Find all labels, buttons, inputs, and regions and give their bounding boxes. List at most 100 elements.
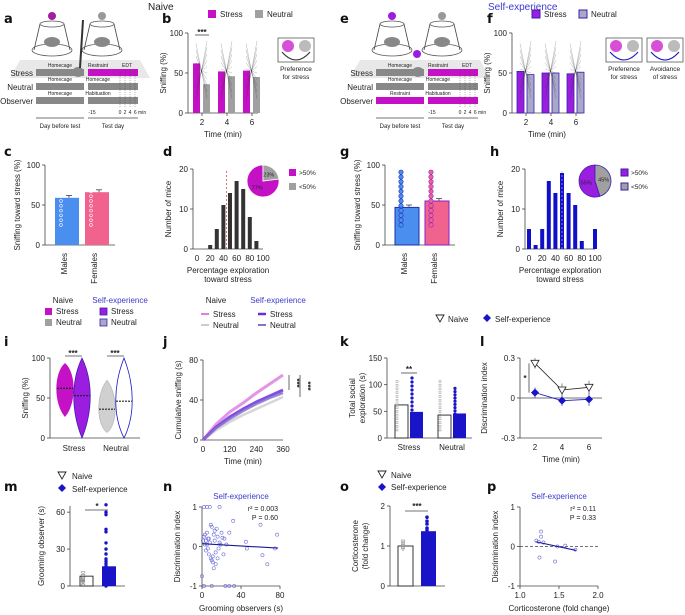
- panel-f-xtick-label: 4: [549, 118, 554, 127]
- panel-k-naive-point: [438, 413, 442, 417]
- panel-e-neutral-cage-cage-side: [453, 23, 461, 51]
- panel-a-neutral-cage-mouse-icon: [98, 12, 106, 20]
- panel-m-self-point: [104, 567, 108, 571]
- panel-k-naive-point: [395, 410, 399, 413]
- panel-l-ytick-label: 0.3: [504, 354, 516, 363]
- panel-g-ytick-label: 100: [367, 161, 381, 170]
- panel-h-ytick-label: 20: [511, 165, 520, 174]
- panel-i-legend-naive-stress: Stress: [56, 307, 79, 316]
- panel-b-individual-line: [245, 43, 258, 99]
- panel-i-ytick-label: 0: [41, 434, 46, 443]
- panel-d-pie-legend-label-1: <50%: [299, 184, 316, 191]
- panel-e-row-label-1: Neutral: [347, 83, 373, 92]
- panel-h-bar-40: [553, 193, 558, 249]
- panel-g-data-point: [398, 188, 404, 194]
- panel-f-bar-neutral-2: [576, 71, 585, 114]
- panel-i-ytick-label: 100: [32, 354, 46, 363]
- panel-k-naive-point: [438, 428, 442, 432]
- panel-a-day2-bar-0: [88, 69, 138, 76]
- panel-c-data-point: [89, 218, 93, 222]
- panel-c-data-point: [59, 199, 63, 203]
- panel-k-self-point: [453, 399, 457, 403]
- panel-n-data-point: [203, 548, 208, 553]
- panel-a-day2-bar-1: [88, 83, 138, 90]
- panel-b-inset-caption-1: Preference: [280, 66, 312, 73]
- panel-d-ytick-label: 20: [179, 165, 188, 174]
- panel-f-inset-pref-neutral-circle: [627, 40, 639, 52]
- panel-m-ylabel: Grooming observer (s): [37, 506, 46, 586]
- panel-f-inset-avoid-caption-1: Avoidance: [650, 66, 681, 73]
- panel-f-legend-neutral-swatch: [578, 9, 588, 19]
- panel-b-individual-line: [220, 49, 233, 93]
- panel-f-individual-line: [544, 66, 557, 76]
- panel-j-legend-self-stress: Stress: [270, 310, 293, 319]
- panel-a-row-label-2: Observer: [0, 97, 33, 106]
- panel-i-violin-naive_stress: [56, 363, 74, 418]
- panel-n-data-point: [204, 530, 209, 535]
- panel-h-xtick-label: 0: [527, 254, 532, 263]
- panel-n-data-point: [210, 554, 215, 559]
- panel-h-bar-100: [593, 229, 597, 249]
- panel-f-individual-line: [519, 66, 532, 76]
- panel-n-data-point: [213, 550, 218, 555]
- panel-f-legend-stress: Stress: [544, 10, 567, 19]
- panel-b-individual-line: [220, 56, 233, 86]
- panel-m-self-point: [104, 574, 108, 578]
- panel-c-data-point: [59, 223, 63, 227]
- panel-g-bar-males: [394, 206, 420, 246]
- panel-f-bar-neutral-1: [551, 72, 560, 114]
- panel-l-self-diamond-0: [531, 388, 539, 397]
- panel-o-legend-naive-triangle-icon: [377, 470, 387, 479]
- panel-c-data-point: [89, 180, 93, 184]
- panel-b-xtick-label: 2: [200, 118, 205, 127]
- panel-a-stress-cage-cage-side: [63, 23, 71, 51]
- panel-a-day1-bar-0: [36, 69, 84, 76]
- panel-a-day1-label-0: Homecage: [48, 63, 72, 69]
- panel-f-individual-line: [569, 62, 582, 80]
- panel-k-self-point: [410, 400, 414, 404]
- panel-n-xtick-label: 0: [200, 591, 205, 600]
- panel-n-data-point: [203, 538, 208, 543]
- panel-p-data-point: [553, 559, 558, 564]
- panel-f-individual-line: [569, 60, 582, 82]
- panel-f-individual-line: [519, 68, 532, 74]
- panel-i-legend-self-stress-swatch: [99, 307, 108, 316]
- panel-n-data-point: [211, 566, 216, 571]
- panel-m-naive-point: [80, 578, 86, 583]
- panel-n-data-point: [244, 546, 249, 551]
- panel-m-ytick-label: 30: [56, 545, 65, 554]
- panel-e-day2-label-1: Homecage: [426, 77, 450, 83]
- panel-a-day1-bar-1: [36, 83, 84, 90]
- panel-o-self-point: [425, 519, 429, 523]
- panel-m-self-point: [104, 559, 108, 564]
- panel-a-tick-4: 6 min: [134, 110, 146, 116]
- panel-k-self-point: [410, 384, 414, 388]
- panel-b-individual-line: [195, 53, 208, 89]
- panel-kl-legend-self-diamond-icon: [483, 314, 491, 322]
- panel-h-bar-80: [579, 241, 584, 249]
- panel-b-individual-line: [220, 43, 233, 99]
- panel-b-individual-line: [220, 68, 233, 74]
- panel-d-ytick-label: 0: [184, 245, 189, 254]
- panel-j-sig-text-2: ***: [303, 381, 312, 391]
- panel-i-ytick-label: 50: [36, 394, 45, 403]
- panel-e-tick-4: 6 min: [474, 110, 486, 116]
- panel-h-pie-label-1: 45%: [598, 178, 609, 184]
- panel-e-stress-cage-cage-top: [379, 20, 405, 28]
- panel-e-neutral-cage-mouse-icon: [438, 12, 446, 20]
- panel-h-pie-legend-label-0: >50%: [631, 170, 648, 177]
- panel-b-bar-neutral-2: [253, 77, 260, 113]
- panel-g-data-point: [428, 217, 434, 223]
- panel-p-stat-r2: r² = 0.11: [570, 506, 596, 513]
- panel-o-legend-self: Self-experience: [391, 483, 447, 492]
- panel-n-data-point: [206, 536, 211, 541]
- panel-b-individual-line: [195, 60, 208, 82]
- panel-h-bar-60: [566, 193, 571, 249]
- panel-c-data-point: [89, 208, 93, 213]
- panel-f-individual-line: [519, 62, 532, 80]
- panel-f-individual-line: [519, 47, 532, 95]
- panel-label-g: g: [340, 145, 350, 160]
- panel-p-xtick-label: 1.5: [553, 591, 565, 600]
- panel-k-naive-point: [438, 421, 442, 424]
- panel-k-naive-point: [395, 413, 399, 417]
